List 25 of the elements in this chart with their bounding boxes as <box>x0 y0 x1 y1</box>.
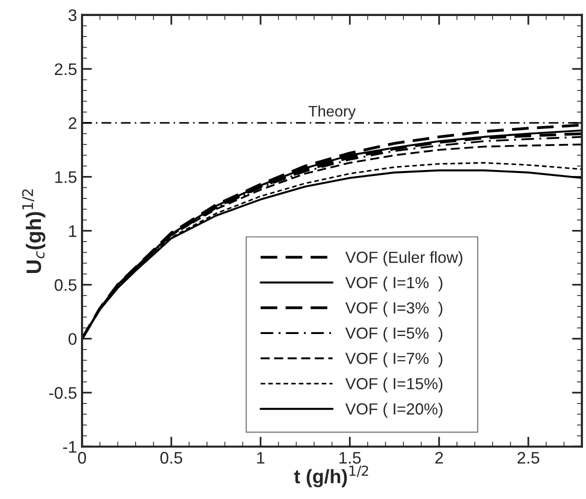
y-tick-label: -0.5 <box>49 387 76 399</box>
y-tick-label: 3 <box>68 9 76 22</box>
legend-label: VOF ( I=20%) <box>345 402 442 418</box>
y-tick-label: 1.5 <box>55 171 76 184</box>
x-tick-label: 0 <box>78 452 86 464</box>
y-tick-label: -1 <box>63 441 76 453</box>
x-tick-label: 2 <box>435 452 443 464</box>
x-tick-label: 2.5 <box>518 452 540 464</box>
legend-label: VOF ( I=7% ) <box>345 352 442 368</box>
legend-label: VOF ( I=5% ) <box>345 327 442 342</box>
legend-label: VOF ( I=1% ) <box>345 276 442 292</box>
legend-label: VOF (Euler flow) <box>345 251 462 266</box>
y-tick-label: 0.5 <box>54 279 76 291</box>
x-tick-label: 0.5 <box>160 452 182 464</box>
legend-label: VOF ( I=15%) <box>345 378 442 392</box>
legend-label: VOF ( I=3% ) <box>345 302 442 317</box>
y-axis-title: U$_{c}$(gh)$^{1/2}$ <box>22 189 46 273</box>
y-tick-label: 2.5 <box>54 63 76 76</box>
y-tick-label: 2 <box>68 117 76 129</box>
x-tick-label: 1 <box>257 452 264 464</box>
y-tick-label: 0 <box>68 333 77 345</box>
ref-line-label: Theory <box>308 105 356 120</box>
y-tick-label: 1 <box>69 225 76 237</box>
x-axis-title: t (g/h)$^{1/2}$ <box>294 466 368 488</box>
x-tick-label: 1.5 <box>340 452 361 464</box>
